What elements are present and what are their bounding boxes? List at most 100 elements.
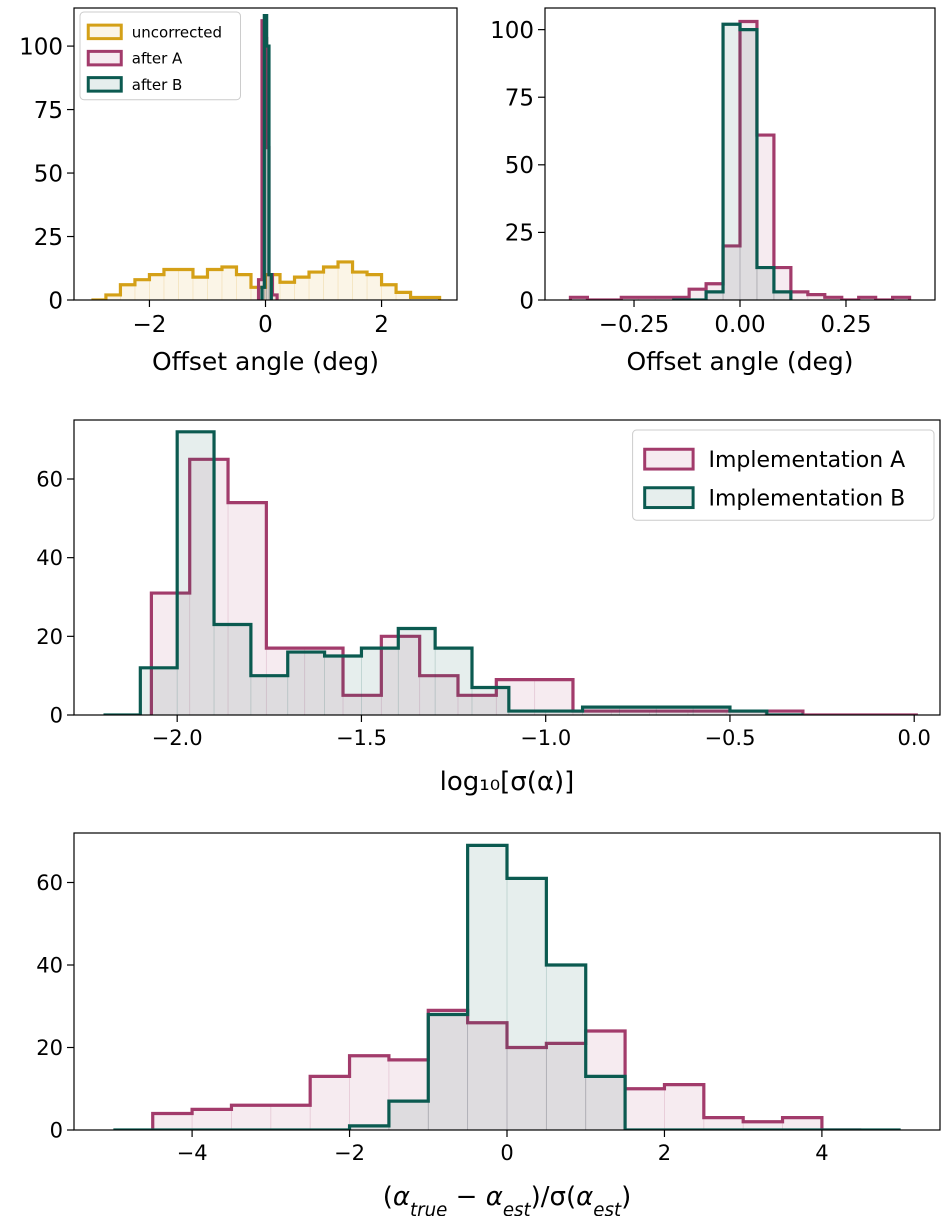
y-tick-label: 50 — [34, 161, 63, 187]
hist-bar — [352, 271, 368, 300]
x-axis-label: log₁₀[σ(α)] — [440, 767, 575, 797]
hist-bar — [545, 1042, 587, 1130]
y-tick-label: 75 — [34, 98, 63, 124]
y-tick-label: 100 — [19, 34, 63, 60]
hist-bar — [337, 261, 353, 300]
hist-bar — [139, 667, 178, 715]
x-tick-label: 2 — [658, 1141, 671, 1165]
legend-swatch — [643, 486, 695, 510]
hist-bar — [361, 647, 399, 715]
hist-bar — [782, 1117, 823, 1130]
hist-bar — [152, 1113, 193, 1130]
hist-bar — [287, 651, 325, 715]
series-after-b — [260, 14, 273, 300]
x-axis-label: Offset angle (deg) — [627, 347, 854, 376]
x-tick-label: 0.00 — [714, 312, 765, 338]
series-after-b — [672, 22, 793, 300]
legend: Implementation A Implementation B — [632, 429, 935, 521]
hist-bar — [534, 679, 574, 715]
x-tick-label: −2.0 — [152, 726, 203, 750]
y-tick-label: 0 — [50, 1119, 63, 1143]
hist-bar — [381, 284, 397, 300]
legend-label: uncorrected — [132, 23, 222, 41]
hist-bar — [545, 964, 587, 1130]
x-tick-label: 0 — [500, 1141, 513, 1165]
hist-outline — [151, 1008, 862, 1130]
legend-swatch — [86, 76, 123, 93]
legend: uncorrected after A after B — [79, 11, 241, 101]
legend-label: after B — [132, 76, 183, 94]
x-tick-label: −1.0 — [520, 726, 571, 750]
y-tick-label: 50 — [505, 153, 534, 179]
hist-outline — [103, 430, 804, 715]
x-tick-label: −0.25 — [599, 312, 669, 338]
hist-bar — [189, 458, 229, 715]
y-tick-label: 40 — [36, 546, 63, 570]
legend-label: Implementation A — [709, 448, 906, 473]
legend-swatch — [86, 49, 123, 67]
y-tick-label: 25 — [34, 225, 63, 251]
hist-bar — [176, 431, 215, 715]
hist-bar — [756, 267, 775, 300]
hist-outline — [672, 22, 793, 300]
hist-bar — [434, 647, 473, 715]
hist-bar — [506, 877, 547, 1130]
hist-bar — [388, 1100, 429, 1130]
hist-bar — [270, 1104, 311, 1130]
hist-bar — [506, 1047, 547, 1130]
hist-bar — [213, 624, 252, 715]
hist-bar — [471, 687, 510, 715]
hist-bar — [349, 1055, 390, 1130]
x-tick-label: −0.5 — [704, 726, 755, 750]
hist-bar — [192, 276, 208, 300]
y-tick-label: 75 — [505, 86, 534, 112]
legend-label: Implementation B — [709, 487, 906, 512]
hist-bar — [585, 1075, 626, 1130]
hist-bar — [703, 1117, 744, 1130]
panel-middle: −2.0 −1.5 −1.0 −0.5 0.0 0 20 40 60 log₁₀[σ(α)] Imp… — [36, 419, 941, 797]
axes-frame — [73, 419, 941, 716]
series-after-a — [568, 19, 912, 300]
x-tick-label: −1.5 — [336, 726, 387, 750]
hist-bar — [236, 274, 252, 300]
hist-bar — [178, 269, 194, 300]
hist-bar — [163, 269, 179, 300]
hist-bar — [120, 284, 136, 300]
hist-bar — [309, 1075, 350, 1130]
legend-box — [632, 429, 935, 521]
hist-bar — [250, 675, 289, 715]
x-tick-label: −2 — [334, 1141, 365, 1165]
hist-bar — [664, 1084, 705, 1130]
series-implementation-a — [151, 1008, 862, 1130]
x-tick-label: −4 — [177, 1141, 208, 1165]
hist-bar — [149, 274, 165, 300]
hist-bar — [427, 1014, 469, 1130]
hist-bar — [231, 1104, 272, 1130]
y-tick-label: 60 — [36, 871, 63, 895]
hist-bar — [207, 269, 223, 300]
y-tick-label: 0 — [48, 288, 63, 314]
x-axis-label: Offset angle (deg) — [152, 347, 379, 376]
y-tick-label: 0 — [519, 288, 534, 314]
y-tick-label: 40 — [36, 954, 63, 978]
x-tick-label: 4 — [815, 1141, 828, 1165]
series-implementation-b — [113, 843, 901, 1130]
hist-bar — [191, 1108, 232, 1130]
y-tick-label: 25 — [505, 221, 534, 247]
panel-top-right: −0.25 0.00 0.25 0 25 50 75 100 Offset angle (deg… — [490, 7, 936, 376]
panel-top-left: −2 0 2 0 25 50 75 100 Offset angle (deg) uncorrec… — [19, 7, 458, 376]
hist-bar — [397, 628, 436, 715]
series-uncorrected — [91, 260, 442, 300]
legend-swatch — [643, 447, 695, 471]
hist-bar — [323, 266, 339, 300]
hist-bar — [308, 271, 324, 300]
x-tick-label: −2 — [132, 312, 166, 338]
hist-bar — [221, 266, 237, 300]
hist-bar — [688, 288, 707, 300]
y-tick-label: 20 — [36, 1036, 63, 1060]
x-axis-label: (αtrue − αest)/σ(αest) — [383, 1182, 632, 1216]
y-tick-label: 100 — [490, 18, 534, 44]
legend-label: after A — [132, 50, 183, 68]
hist-bar — [467, 1022, 508, 1130]
